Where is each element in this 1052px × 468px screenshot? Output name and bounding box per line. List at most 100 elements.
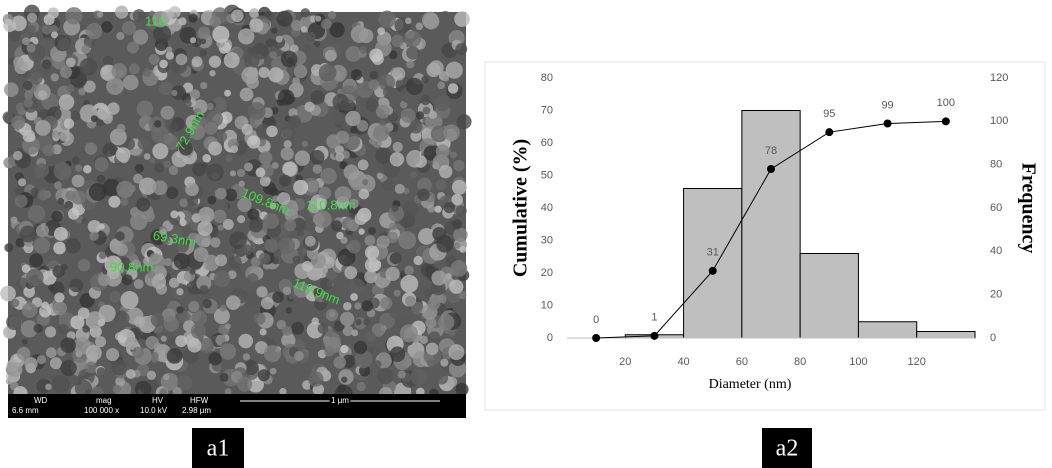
x-tick-label: 40 <box>677 356 689 368</box>
particle <box>331 220 342 231</box>
particle <box>454 242 460 248</box>
particle <box>244 53 259 68</box>
particle <box>440 359 448 367</box>
particle <box>208 142 222 156</box>
particle <box>115 5 128 18</box>
particle <box>98 274 110 286</box>
particle <box>66 84 74 92</box>
particle <box>256 286 267 297</box>
particle <box>179 198 188 207</box>
particle <box>54 162 72 180</box>
particle <box>272 162 279 169</box>
particle <box>247 135 260 148</box>
particle <box>340 312 354 326</box>
particle <box>416 111 424 119</box>
particle <box>220 373 229 382</box>
particle <box>242 244 253 255</box>
particle <box>48 284 55 291</box>
particle <box>190 269 196 275</box>
x-axis-title: Diameter (nm) <box>709 377 792 392</box>
particle <box>350 293 358 301</box>
particle <box>166 46 172 52</box>
particle <box>75 164 82 171</box>
particle <box>134 279 144 289</box>
particle <box>406 46 419 59</box>
particle <box>272 292 283 303</box>
particle <box>82 325 89 332</box>
particle <box>24 357 37 370</box>
particle <box>174 253 190 269</box>
particle <box>278 237 295 254</box>
particle <box>370 71 378 79</box>
particle <box>164 316 179 331</box>
particle <box>391 35 403 47</box>
particle <box>406 78 423 95</box>
particle <box>153 180 168 195</box>
particle <box>354 341 367 354</box>
particle <box>427 359 436 368</box>
particle <box>444 202 455 213</box>
particle <box>392 67 405 80</box>
particle <box>249 219 263 233</box>
particle <box>365 258 380 273</box>
particle <box>38 90 47 99</box>
y-tick-label: 10 <box>541 299 553 311</box>
particle <box>130 213 147 230</box>
particle <box>59 131 70 142</box>
particle <box>209 16 221 28</box>
particle <box>338 384 346 392</box>
particle <box>455 43 467 55</box>
particle <box>79 58 97 76</box>
particle <box>22 37 30 45</box>
particle <box>295 150 310 165</box>
particle <box>169 166 179 176</box>
particle <box>177 375 192 390</box>
particle <box>102 114 112 124</box>
particle <box>439 11 452 24</box>
particle <box>119 154 128 163</box>
particle <box>220 305 227 312</box>
particle <box>324 346 335 357</box>
particle <box>217 131 228 142</box>
particle <box>89 231 98 240</box>
particle <box>112 385 121 394</box>
particle <box>305 236 316 247</box>
particle <box>30 72 42 84</box>
particle <box>383 179 395 191</box>
particle <box>194 247 209 262</box>
particle <box>10 31 21 42</box>
particle <box>390 152 404 166</box>
particle <box>405 296 416 307</box>
particle <box>362 300 373 311</box>
particle <box>52 265 65 278</box>
particle <box>70 315 84 329</box>
particle <box>210 237 220 247</box>
particle <box>404 31 421 48</box>
particle <box>365 331 376 342</box>
particle <box>178 17 186 25</box>
particle <box>452 219 462 229</box>
particle <box>258 369 270 381</box>
particle <box>284 219 296 231</box>
particle <box>420 336 428 344</box>
particle <box>421 76 429 84</box>
particle <box>197 221 212 236</box>
particle <box>310 150 324 164</box>
particle <box>254 313 266 325</box>
particle <box>450 151 457 158</box>
particle <box>249 18 263 32</box>
info-value: 100 000 x <box>84 406 119 415</box>
particle <box>259 253 270 264</box>
particle <box>378 11 396 29</box>
particle <box>453 228 467 242</box>
particle <box>15 195 28 208</box>
particle <box>60 337 76 353</box>
particle <box>225 323 231 329</box>
annotation: 110.8nm <box>306 197 356 212</box>
point <box>650 332 658 340</box>
particle <box>449 280 463 294</box>
particle <box>27 25 36 34</box>
particle <box>302 261 313 272</box>
figure: 116. 72.9nm 109.8nm 110.8nm 69.3nm 90.8n… <box>0 0 1052 468</box>
particle <box>86 23 102 39</box>
